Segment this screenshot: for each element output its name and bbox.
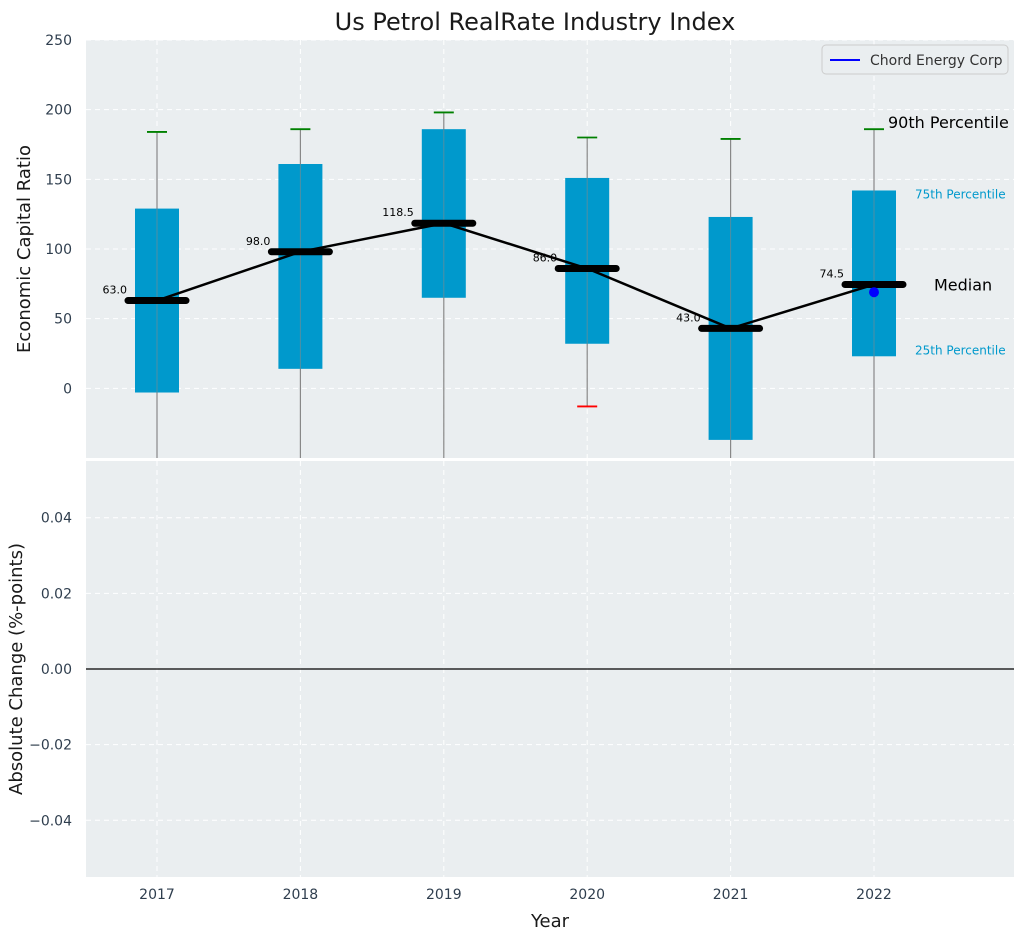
bottom-y-tick-label: 0.02 (41, 586, 72, 602)
legend: Chord Energy Corp (821, 44, 1009, 75)
top-y-tick-label: 0 (63, 381, 72, 397)
top-y-tick-label: 150 (45, 172, 72, 188)
legend-entry-chord-energy: Chord Energy Corp (870, 53, 1003, 69)
median-trend-line (156, 221, 875, 330)
top-y-axis-label: Economic Capital Ratio (14, 145, 35, 353)
median-label-2021: 43.0 (676, 311, 701, 324)
company-point-2022 (869, 287, 879, 298)
top-panel: 0 50 100 150 200 250 63.0 98.0 118.5 86.0 43.0 74.… (14, 33, 1014, 458)
top-y-tick-label: 100 (45, 242, 72, 258)
annotation-90th-percentile: 90th Percentile (888, 113, 1009, 132)
x-tick-label-2019: 2019 (426, 887, 462, 903)
bottom-y-tick-label: 0.04 (41, 511, 72, 527)
bottom-y-tick-labels: −0.04 −0.02 0.00 0.02 0.04 (29, 511, 72, 830)
top-y-tick-label: 250 (45, 33, 72, 49)
median-label-2018: 98.0 (246, 235, 271, 248)
x-axis-label: Year (530, 911, 570, 932)
boxes-group (135, 111, 896, 458)
chart-title: Us Petrol RealRate Industry Index (335, 8, 736, 36)
x-tick-labels: 2017 2018 2019 2020 2021 2022 (139, 887, 892, 903)
percentile-annotations: 90th Percentile 75th Percentile Median 2… (888, 113, 1009, 357)
legend-box (821, 44, 1009, 75)
bottom-panel: −0.04−0.020.000.020.04 2017 2018 2019 2020 2… (6, 461, 1014, 932)
annotation-75th-percentile: 75th Percentile (915, 187, 1006, 201)
x-tick-label-2020: 2020 (569, 887, 605, 903)
x-tick-label-2021: 2021 (713, 887, 749, 903)
x-tick-label-2018: 2018 (283, 887, 319, 903)
x-tick-label-2022: 2022 (856, 887, 892, 903)
median-label-2019: 118.5 (382, 206, 414, 219)
bottom-y-tick-label: −0.02 (29, 738, 72, 754)
company-points (869, 287, 879, 298)
annotation-25th-percentile: 25th Percentile (915, 343, 1006, 357)
x-tick-label-2017: 2017 (139, 887, 175, 903)
median-label-2017: 63.0 (103, 284, 128, 297)
annotation-median: Median (934, 276, 992, 295)
bottom-y-tick-label: 0.00 (41, 662, 72, 678)
top-y-tick-label: 50 (54, 312, 72, 328)
median-label-2022: 74.5 (820, 268, 845, 281)
bottom-y-tick-label: −0.04 (29, 813, 72, 829)
top-y-tick-label: 200 (45, 103, 72, 119)
top-y-tick-labels: 0 50 100 150 200 250 (45, 33, 72, 397)
medians-group: 63.0 98.0 118.5 86.0 43.0 74.5 (103, 206, 907, 332)
median-label-2020: 86.0 (533, 252, 558, 265)
bottom-y-axis-label: Absolute Change (%-points) (6, 543, 27, 795)
